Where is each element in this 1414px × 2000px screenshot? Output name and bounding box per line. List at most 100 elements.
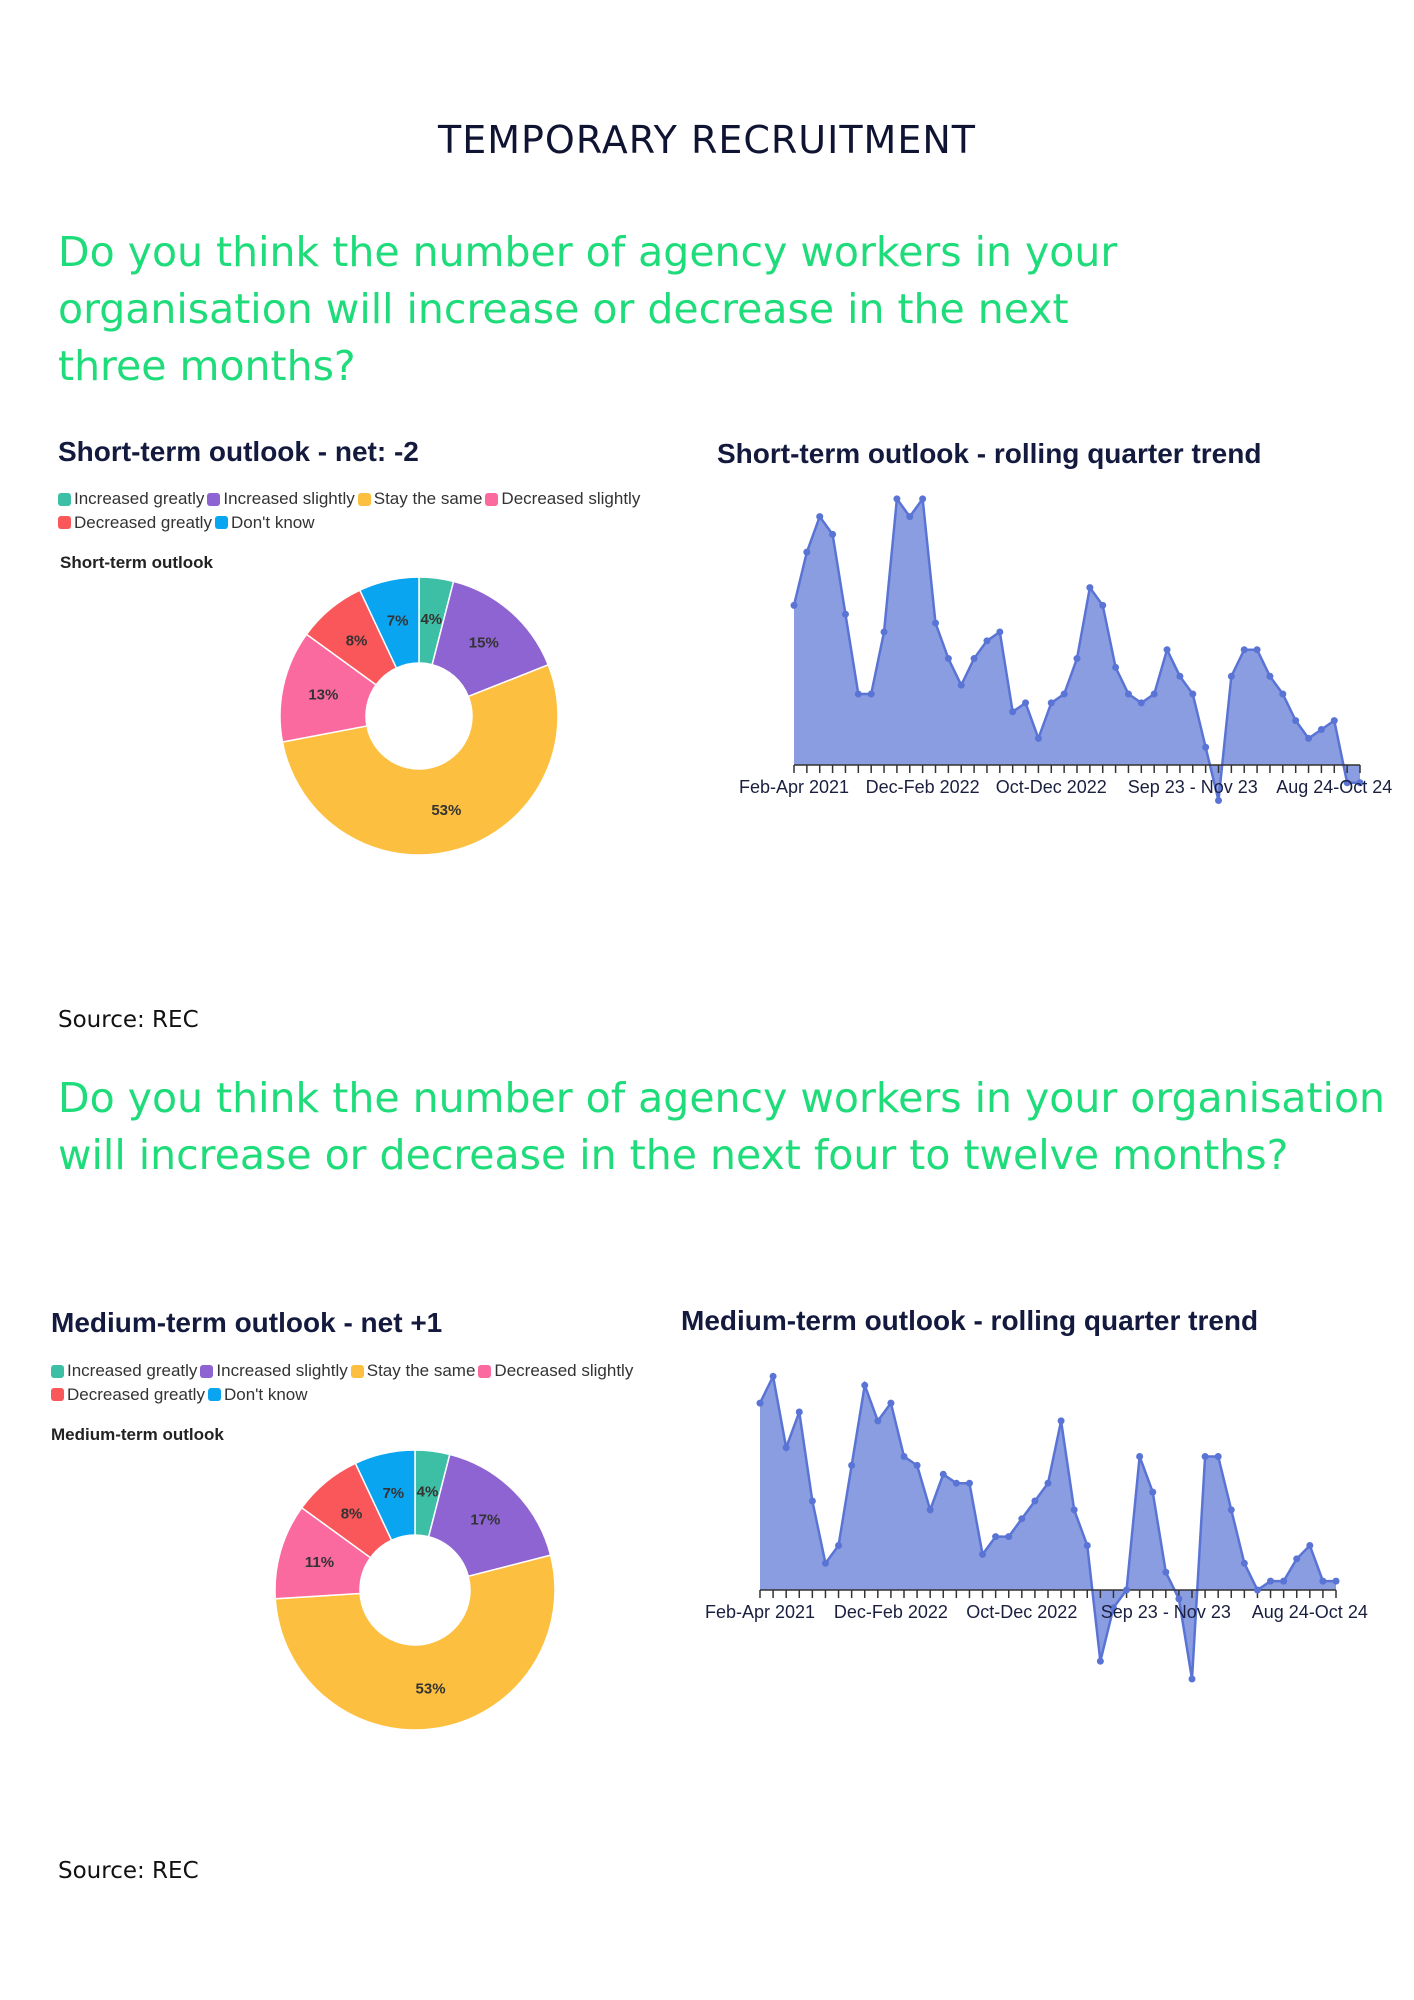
data-point[interactable] [1109, 1604, 1117, 1612]
data-point[interactable] [1018, 1515, 1026, 1523]
legend-item[interactable]: Decreased slightly [485, 488, 640, 510]
data-point[interactable] [1188, 1675, 1196, 1683]
data-point[interactable] [1034, 734, 1042, 742]
data-point[interactable] [1240, 1559, 1248, 1567]
data-point[interactable] [1292, 717, 1300, 725]
data-point[interactable] [1086, 584, 1094, 592]
data-point[interactable] [979, 1550, 987, 1558]
data-point[interactable] [1137, 699, 1145, 707]
data-point[interactable] [1175, 1595, 1183, 1603]
data-point[interactable] [835, 1542, 843, 1549]
data-point[interactable] [816, 513, 824, 521]
data-point[interactable] [1073, 655, 1081, 663]
data-point[interactable] [919, 495, 927, 503]
donut-slice[interactable] [431, 580, 550, 698]
data-point[interactable] [1306, 1542, 1314, 1549]
donut-slice[interactable] [281, 663, 559, 856]
data-point[interactable] [1149, 1488, 1157, 1496]
data-point[interactable] [1279, 690, 1287, 698]
donut-slice[interactable] [358, 576, 420, 670]
data-point[interactable] [1096, 1657, 1104, 1665]
data-point[interactable] [939, 1470, 947, 1478]
legend-item[interactable]: Decreased greatly [58, 512, 212, 534]
data-point[interactable] [821, 1559, 829, 1567]
data-point[interactable] [900, 1453, 908, 1460]
data-point[interactable] [1163, 646, 1171, 654]
data-point[interactable] [965, 1479, 973, 1487]
data-point[interactable] [1070, 1506, 1078, 1514]
data-point[interactable] [1240, 646, 1248, 654]
data-point[interactable] [1332, 1577, 1340, 1585]
data-point[interactable] [1266, 672, 1274, 680]
data-point[interactable] [1022, 699, 1030, 707]
data-point[interactable] [970, 655, 978, 663]
data-point[interactable] [1202, 743, 1210, 751]
legend-item[interactable]: Decreased slightly [478, 1360, 633, 1382]
data-point[interactable] [1099, 601, 1107, 609]
data-point[interactable] [932, 619, 939, 627]
data-point[interactable] [952, 1479, 960, 1487]
data-point[interactable] [1293, 1555, 1301, 1563]
legend-item[interactable]: Increased greatly [58, 488, 204, 510]
data-point[interactable] [992, 1533, 1000, 1541]
data-point[interactable] [861, 1381, 869, 1389]
data-point[interactable] [1214, 1453, 1222, 1460]
legend-item[interactable]: Don't know [214, 512, 315, 534]
data-point[interactable] [782, 1444, 790, 1452]
data-point[interactable] [874, 1417, 882, 1425]
data-point[interactable] [1057, 1417, 1065, 1425]
legend-item[interactable]: Decreased greatly [51, 1384, 205, 1406]
data-point[interactable] [795, 1408, 803, 1416]
data-point[interactable] [957, 681, 965, 689]
data-point[interactable] [1112, 663, 1120, 671]
legend-item[interactable]: Stay the same [350, 1360, 475, 1382]
data-point[interactable] [1319, 1577, 1327, 1585]
data-point[interactable] [1150, 690, 1158, 698]
data-point[interactable] [944, 655, 952, 663]
data-point[interactable] [1253, 646, 1261, 654]
data-point[interactable] [1189, 690, 1197, 698]
data-point[interactable] [841, 610, 849, 618]
data-point[interactable] [1060, 690, 1068, 698]
data-point[interactable] [913, 1461, 921, 1469]
data-point[interactable] [983, 637, 991, 645]
data-point[interactable] [1267, 1577, 1275, 1585]
data-point[interactable] [867, 690, 875, 698]
legend-item[interactable]: Don't know [207, 1384, 308, 1406]
data-point[interactable] [829, 530, 837, 538]
data-point[interactable] [1044, 1479, 1052, 1487]
data-point[interactable] [893, 495, 901, 503]
data-point[interactable] [848, 1461, 856, 1469]
data-point[interactable] [803, 548, 811, 556]
legend-item[interactable]: Increased greatly [51, 1360, 197, 1382]
data-point[interactable] [1356, 779, 1364, 787]
data-point[interactable] [1330, 717, 1338, 725]
legend-item[interactable]: Increased slightly [207, 488, 355, 510]
data-point[interactable] [1305, 734, 1313, 742]
data-point[interactable] [1009, 708, 1017, 716]
donut-slice[interactable] [274, 1554, 556, 1731]
data-point[interactable] [1136, 1453, 1144, 1460]
data-point[interactable] [1031, 1497, 1039, 1505]
donut-slice[interactable] [427, 1453, 552, 1578]
data-point[interactable] [1083, 1542, 1091, 1549]
data-point[interactable] [887, 1399, 895, 1407]
data-point[interactable] [1343, 779, 1351, 787]
data-point[interactable] [1201, 1453, 1209, 1460]
data-point[interactable] [926, 1506, 934, 1514]
data-point[interactable] [1317, 726, 1325, 734]
data-point[interactable] [880, 628, 888, 636]
data-point[interactable] [1124, 690, 1132, 698]
data-point[interactable] [906, 513, 914, 521]
data-point[interactable] [1047, 699, 1055, 707]
data-point[interactable] [854, 690, 862, 698]
data-point[interactable] [996, 628, 1004, 636]
legend-item[interactable]: Increased slightly [200, 1360, 348, 1382]
data-point[interactable] [790, 601, 798, 609]
data-point[interactable] [1227, 672, 1235, 680]
data-point[interactable] [1253, 1586, 1261, 1594]
data-point[interactable] [1176, 672, 1184, 680]
donut-slice[interactable] [354, 1449, 416, 1542]
legend-item[interactable]: Stay the same [357, 488, 482, 510]
data-point[interactable] [1123, 1586, 1131, 1594]
